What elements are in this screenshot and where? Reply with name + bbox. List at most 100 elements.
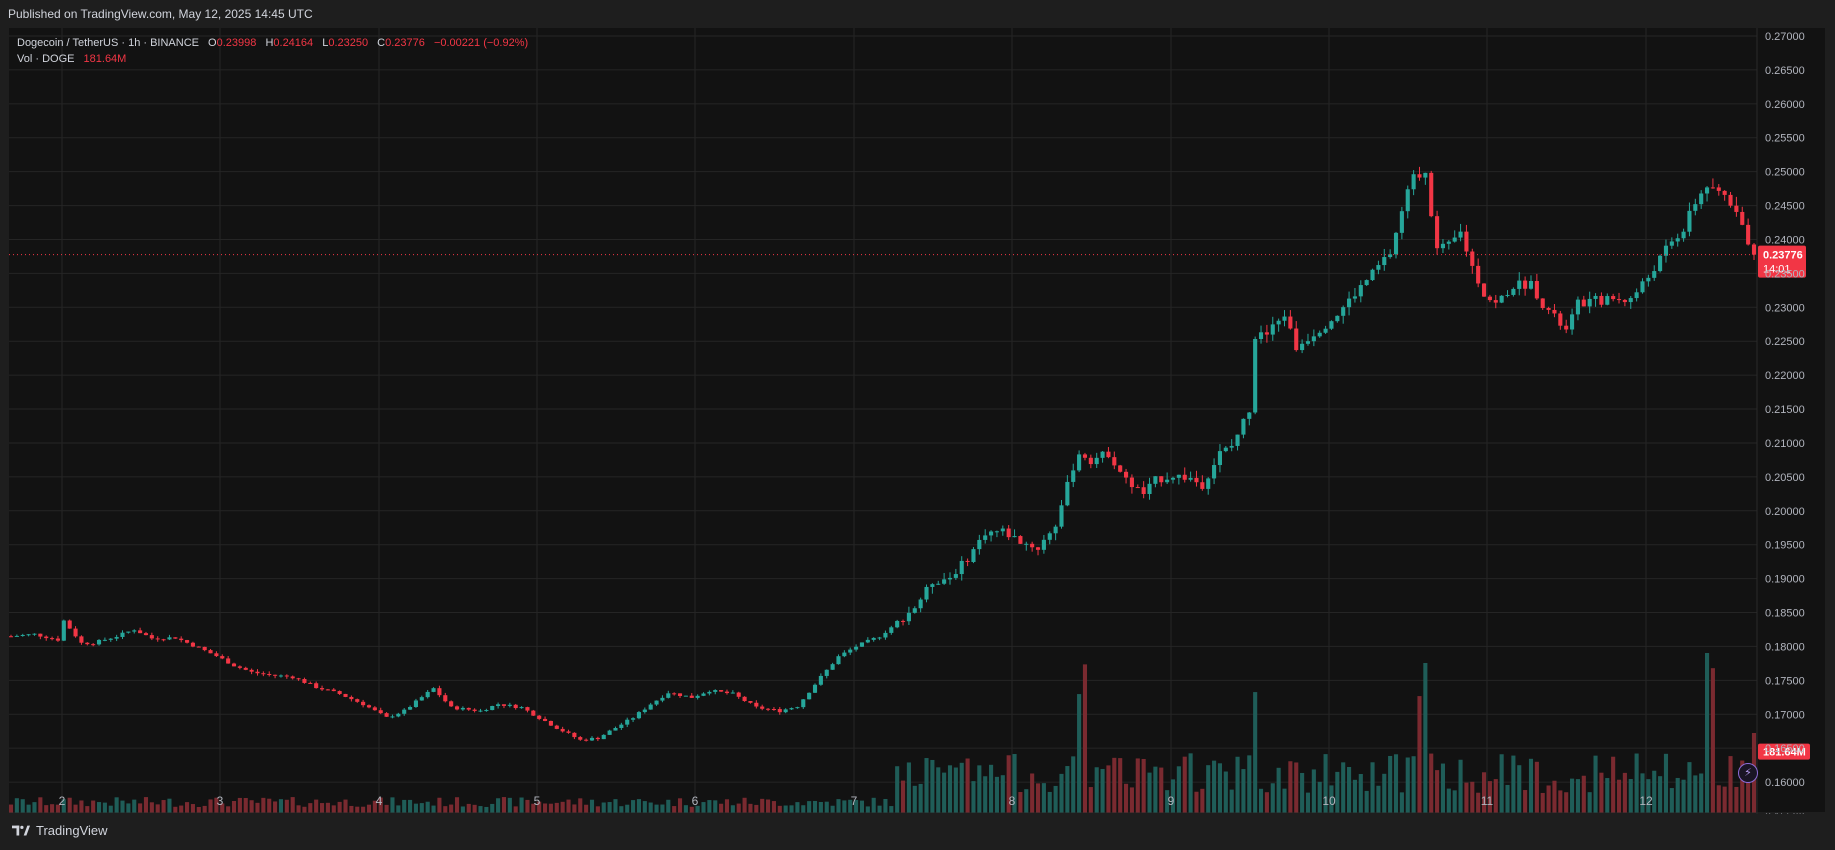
volume-bar	[607, 802, 612, 813]
candle-body	[343, 693, 348, 697]
volume-bar	[1616, 779, 1622, 813]
candle-body	[1505, 294, 1510, 296]
volume-bar	[408, 799, 413, 813]
volume-bar	[26, 804, 31, 813]
y-tick-label: 0.18500	[1765, 608, 1805, 620]
volume-bar	[1499, 754, 1504, 813]
candle-body	[214, 653, 219, 657]
volume-bar	[754, 804, 759, 813]
candle-body	[1476, 265, 1481, 284]
volume-bar	[114, 797, 119, 813]
volume-bar	[1065, 766, 1070, 813]
candle-body	[554, 725, 559, 729]
candle-body	[237, 666, 242, 668]
candle-body	[143, 633, 149, 636]
y-tick-label: 0.16500	[1765, 743, 1805, 755]
volume-bar	[719, 803, 724, 813]
volume-bar	[1658, 776, 1663, 813]
candle-body	[1628, 298, 1633, 303]
lightning-icon[interactable]: ⚡	[1738, 763, 1758, 783]
candle-body	[67, 620, 72, 629]
candle-body	[1564, 325, 1569, 330]
last-volume-badge	[1758, 743, 1810, 760]
volume-bar	[50, 804, 55, 813]
candle-body	[1523, 280, 1528, 289]
candle-body	[1581, 299, 1586, 307]
volume-bar	[1335, 771, 1340, 813]
candle-body	[1693, 204, 1698, 211]
candle-body	[1417, 174, 1422, 178]
volume-bar	[1417, 696, 1422, 813]
candle-body	[1587, 298, 1592, 307]
candle-body	[1734, 205, 1739, 212]
volume-bar	[273, 801, 278, 813]
volume-bar	[542, 803, 548, 813]
legend-low-label: L	[322, 37, 329, 49]
legend-high: 0.24164	[273, 37, 314, 49]
tradingview-brand[interactable]: TradingView	[12, 823, 108, 838]
volume-bar	[91, 800, 96, 813]
candle-body	[1570, 314, 1575, 330]
volume-bar	[1699, 773, 1704, 813]
volume-bar	[1206, 765, 1211, 813]
volume-bar	[1399, 792, 1404, 813]
last-price-line: 0.23776 14:01 181.64M	[9, 245, 1810, 760]
candle-body	[1311, 336, 1316, 342]
candle-body	[1499, 295, 1504, 303]
volume-bar	[314, 799, 319, 813]
volume-bar	[185, 802, 190, 813]
volume-bar	[237, 797, 242, 813]
candle-body	[1669, 241, 1674, 246]
x-tick-label: 4	[376, 794, 383, 808]
price-axis: 0.155000.160000.165000.170000.175000.180…	[1756, 28, 1805, 823]
volume-bar	[1223, 771, 1228, 813]
candle-body	[1053, 526, 1058, 534]
volume-bar	[1458, 759, 1463, 813]
candle-body	[149, 635, 154, 639]
volume-bar	[361, 806, 366, 813]
volume-bar	[1429, 753, 1434, 813]
candle-body	[267, 674, 272, 676]
candle-body	[1188, 477, 1193, 480]
candle-body	[32, 633, 37, 635]
candle-body	[261, 673, 266, 675]
candle-body	[1740, 211, 1745, 225]
volume-bar	[96, 802, 102, 813]
volume-bar	[14, 798, 19, 813]
candle-body	[366, 705, 372, 708]
volume-bar	[572, 804, 577, 813]
volume-bar	[1276, 767, 1281, 813]
candle-body	[619, 724, 624, 728]
volume-bar	[1071, 756, 1076, 813]
candle-body	[859, 642, 865, 647]
volume-bar	[906, 762, 911, 813]
candle-body	[1123, 471, 1129, 478]
volume-bar	[1734, 786, 1739, 813]
candle-body	[924, 586, 929, 600]
volume-bar	[836, 799, 841, 813]
volume-bar	[683, 805, 688, 813]
volume-bar	[1294, 762, 1299, 813]
candle-body	[542, 718, 548, 721]
volume-bar	[883, 798, 888, 813]
volume-bar	[302, 806, 307, 813]
volume-bar	[1376, 785, 1381, 813]
candle-body	[1611, 296, 1616, 300]
volume-bar	[496, 798, 501, 813]
legend-close-label: C	[377, 37, 386, 49]
candle-body	[132, 630, 137, 632]
volume-bar	[1341, 762, 1346, 813]
y-tick-label: 0.26500	[1765, 65, 1805, 77]
candle-body	[818, 675, 823, 685]
volume-bar	[1182, 756, 1187, 813]
candle-body	[73, 628, 78, 637]
last-volume-value: 181.64M	[1763, 747, 1806, 759]
candle-body	[1006, 528, 1011, 538]
legend-ohlc-row: Dogecoin / TetherUS · 1h · BINANCE O0.23…	[17, 35, 528, 51]
volume-bar	[912, 785, 917, 813]
candle-body	[994, 531, 999, 533]
volume-bar	[343, 799, 348, 813]
y-tick-label: 0.19000	[1765, 574, 1805, 586]
